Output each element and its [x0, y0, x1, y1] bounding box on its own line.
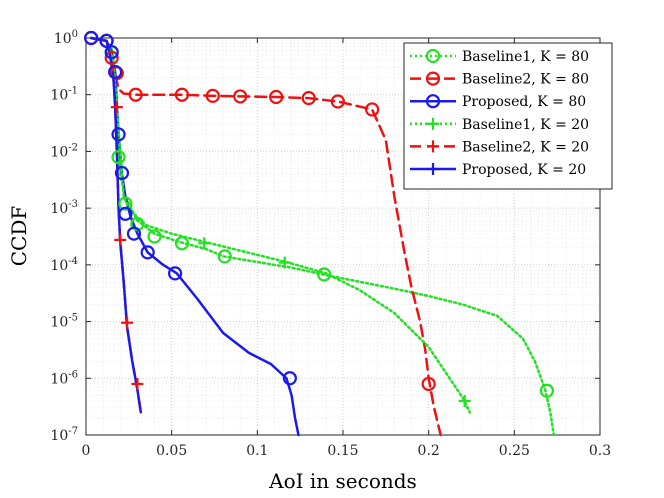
series-marker-plus: [278, 256, 291, 269]
series-marker-circle: [108, 64, 123, 80]
series-marker-plus: [110, 101, 123, 114]
x-tick-label: 0.25: [499, 443, 530, 459]
series-marker-circle: [167, 266, 183, 281]
series-marker-circle: [111, 127, 126, 142]
series-marker-circle: [539, 383, 554, 398]
series-marker-circle: [128, 87, 143, 102]
series-marker-circle: [104, 45, 119, 60]
series-marker-circle: [99, 33, 114, 48]
series-marker-plus: [427, 140, 439, 153]
x-tick-label: 0.2: [418, 443, 440, 459]
legend-box: [403, 42, 613, 190]
series-marker-circle: [425, 48, 441, 64]
legend-entry-5: Baseline2, K = 20: [410, 139, 589, 155]
series-marker-circle: [174, 236, 190, 251]
series-marker-plus: [131, 377, 144, 390]
axis-ticks: 0 0.05 0.1 0.15 0.2 0.25 0.3 100 10-1 10-2 10-3 10-…: [50, 29, 611, 459]
legend-label: Baseline2, K = 20: [462, 139, 589, 155]
series-marker-circle: [217, 249, 232, 264]
series-marker-circle: [425, 94, 441, 109]
x-tick-label: 0.05: [156, 443, 187, 459]
series-marker-plus: [427, 163, 439, 175]
series-marker-circle: [421, 376, 436, 392]
legend-entry-3: Proposed, K = 80: [410, 94, 586, 110]
series-marker-plus: [198, 237, 211, 250]
y-tick-label: 100: [54, 29, 78, 47]
series-marker-circle: [140, 245, 155, 260]
y-tick-label: 10-2: [50, 142, 78, 160]
series-marker-plus: [427, 117, 439, 130]
series-marker-circle: [84, 30, 99, 46]
x-tick-label: 0.15: [327, 443, 358, 459]
series-marker-circle: [147, 229, 162, 244]
legend: Baseline1, K = 80 Baseline2, K = 80 Propos…: [403, 42, 613, 190]
series-marker-circle: [425, 71, 441, 86]
legend-label: Baseline1, K = 80: [462, 49, 589, 65]
y-tick-label: 10-3: [50, 199, 78, 217]
series-marker-circle: [118, 196, 133, 211]
series-marker-circle: [365, 102, 380, 117]
series-marker-circle: [301, 91, 316, 106]
legend-entry-6: Proposed, K = 20: [410, 162, 586, 178]
series-marker-plus: [114, 233, 127, 246]
x-tick-label: 0: [82, 443, 91, 459]
series-marker-circle: [233, 89, 248, 104]
series-line-2: [89, 36, 442, 437]
series-markers: [84, 30, 554, 407]
series-marker-circle: [104, 50, 119, 65]
legend-label: Baseline1, K = 20: [462, 117, 589, 133]
series-marker-circle: [317, 267, 332, 282]
series-marker-plus: [121, 316, 134, 329]
legend-label: Proposed, K = 80: [462, 94, 586, 110]
legend-label: Proposed, K = 20: [462, 162, 586, 178]
y-tick-label: 10-7: [50, 426, 78, 444]
series-marker-circle: [282, 371, 297, 386]
y-tick-label: 10-5: [50, 313, 78, 331]
series-marker-circle: [111, 150, 126, 165]
series-marker-circle: [205, 88, 220, 103]
y-tick-label: 10-4: [50, 256, 78, 274]
series-marker-plus: [458, 394, 471, 407]
series-marker-circle: [174, 87, 190, 102]
series-marker-circle: [330, 94, 345, 109]
y-tick-label: 10-1: [50, 86, 78, 104]
x-tick-label: 0.1: [246, 443, 268, 459]
series-marker-circle: [269, 89, 284, 105]
legend-label: Baseline2, K = 80: [462, 72, 589, 88]
y-tick-label: 10-6: [50, 369, 78, 387]
series-marker-circle: [118, 206, 133, 221]
x-axis-label: AoI in seconds: [268, 469, 417, 493]
series-marker-circle: [114, 165, 130, 181]
legend-entry-4: Baseline1, K = 20: [410, 117, 589, 133]
legend-entry-1: Baseline1, K = 80: [410, 48, 589, 65]
series-marker-circle: [126, 226, 142, 241]
series-line-6: [89, 36, 143, 414]
y-axis-label: CCDF: [7, 206, 31, 267]
legend-entry-2: Baseline2, K = 80: [410, 71, 589, 88]
x-tick-label: 0.3: [589, 443, 611, 459]
